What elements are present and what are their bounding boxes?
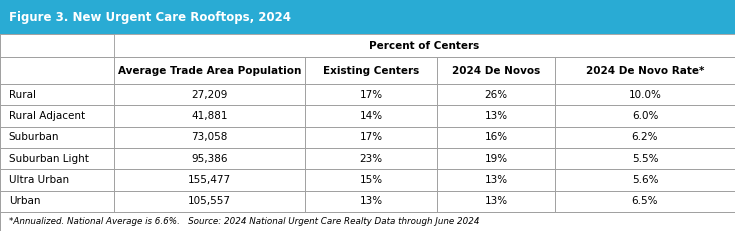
Text: 14%: 14% (359, 111, 383, 121)
Bar (0, 84, 735, 105)
Text: 10.0%: 10.0% (628, 90, 662, 100)
Bar (114, 127, 305, 148)
Text: Percent of Centers: Percent of Centers (370, 41, 479, 51)
Text: Urban: Urban (9, 196, 40, 206)
Text: 19%: 19% (484, 154, 508, 164)
Bar (305, 191, 437, 212)
Text: 23%: 23% (359, 154, 383, 164)
Bar (437, 191, 555, 212)
Text: 6.0%: 6.0% (632, 111, 658, 121)
Bar (0, 148, 114, 169)
Bar (0, 212, 735, 231)
Bar (437, 169, 555, 191)
Bar (555, 127, 735, 148)
Bar (114, 169, 305, 191)
Bar (114, 148, 305, 169)
Bar (555, 191, 735, 212)
Text: 27,209: 27,209 (191, 90, 228, 100)
Bar (0, 127, 114, 148)
Bar (0, 84, 114, 105)
Text: 6.5%: 6.5% (631, 196, 659, 206)
Text: 95,386: 95,386 (191, 154, 228, 164)
Bar (437, 105, 555, 127)
Text: 2024 De Novos: 2024 De Novos (452, 66, 540, 76)
Text: Rural: Rural (9, 90, 36, 100)
Text: Figure 3. New Urgent Care Rooftops, 2024: Figure 3. New Urgent Care Rooftops, 2024 (9, 11, 291, 24)
Bar (0, 169, 114, 191)
Bar (555, 84, 735, 105)
Text: 17%: 17% (359, 90, 383, 100)
Text: Ultra Urban: Ultra Urban (9, 175, 69, 185)
Text: 73,058: 73,058 (191, 132, 228, 142)
Text: 105,557: 105,557 (188, 196, 231, 206)
Text: Suburban: Suburban (9, 132, 60, 142)
Bar (555, 148, 735, 169)
Bar (437, 57, 555, 84)
Text: 13%: 13% (484, 175, 508, 185)
Bar (0, 57, 735, 84)
Bar (555, 105, 735, 127)
Text: 13%: 13% (484, 111, 508, 121)
Text: Average Trade Area Population: Average Trade Area Population (118, 66, 301, 76)
Bar (0, 148, 735, 169)
Bar (305, 127, 437, 148)
Bar (0, 34, 735, 57)
Text: *Annualized. National Average is 6.6%.   Source: 2024 National Urgent Care Realt: *Annualized. National Average is 6.6%. S… (9, 217, 479, 226)
Bar (114, 57, 305, 84)
Bar (0, 169, 735, 191)
Text: 17%: 17% (359, 132, 383, 142)
Bar (305, 148, 437, 169)
Bar (305, 105, 437, 127)
Bar (437, 84, 555, 105)
Bar (305, 169, 437, 191)
Bar (0, 105, 114, 127)
Bar (0, 105, 735, 127)
Bar (0, 57, 114, 84)
Text: 155,477: 155,477 (188, 175, 231, 185)
Bar (437, 127, 555, 148)
Bar (0, 191, 114, 212)
Text: 5.6%: 5.6% (631, 175, 659, 185)
Bar (305, 84, 437, 105)
Text: Existing Centers: Existing Centers (323, 66, 419, 76)
Text: 16%: 16% (484, 132, 508, 142)
Text: 26%: 26% (484, 90, 508, 100)
Text: 2024 De Novo Rate*: 2024 De Novo Rate* (586, 66, 704, 76)
Text: 5.5%: 5.5% (631, 154, 659, 164)
Bar (0, 34, 114, 57)
Bar (437, 148, 555, 169)
Bar (114, 84, 305, 105)
Bar (0, 0, 735, 34)
Bar (0, 127, 735, 148)
Bar (555, 57, 735, 84)
Text: 41,881: 41,881 (191, 111, 228, 121)
Text: Rural Adjacent: Rural Adjacent (9, 111, 85, 121)
Text: 6.2%: 6.2% (631, 132, 659, 142)
Bar (114, 105, 305, 127)
Text: 15%: 15% (359, 175, 383, 185)
Bar (114, 191, 305, 212)
Bar (555, 169, 735, 191)
Text: 13%: 13% (359, 196, 383, 206)
Bar (0, 191, 735, 212)
Bar (305, 57, 437, 84)
Text: Suburban Light: Suburban Light (9, 154, 89, 164)
Text: 13%: 13% (484, 196, 508, 206)
